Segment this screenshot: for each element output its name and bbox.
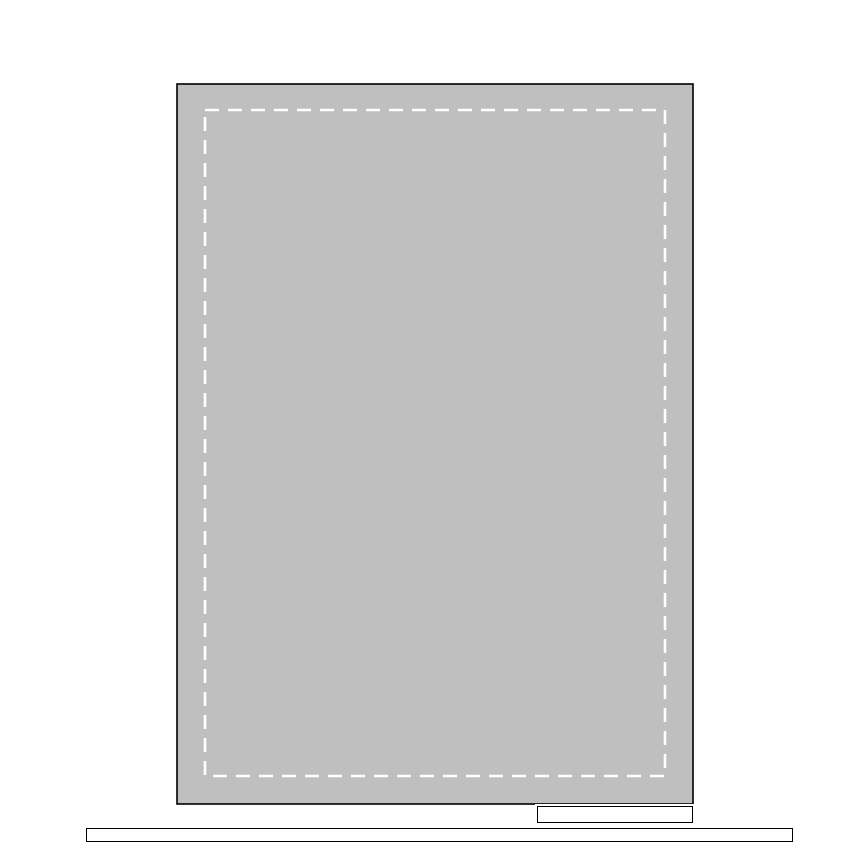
map-background xyxy=(177,84,693,804)
terrain-contour-note xyxy=(537,806,693,823)
domain-boundary-dashed xyxy=(203,108,667,778)
map-frame xyxy=(176,83,694,805)
colorbar xyxy=(86,828,793,842)
